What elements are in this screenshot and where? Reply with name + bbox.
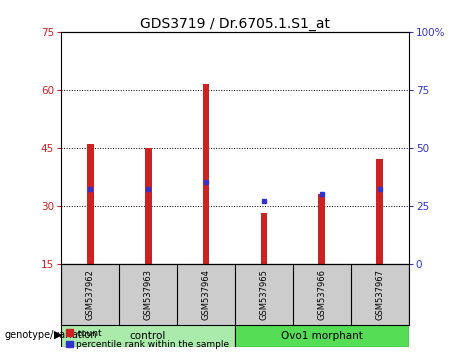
Text: control: control — [130, 331, 166, 341]
Legend: count, percentile rank within the sample: count, percentile rank within the sample — [66, 329, 229, 349]
Text: GSM537963: GSM537963 — [143, 269, 153, 320]
Bar — [376, 159, 384, 263]
Bar — [319, 194, 325, 263]
Text: GSM537962: GSM537962 — [86, 269, 94, 320]
Text: GSM537967: GSM537967 — [376, 269, 384, 320]
Text: Ovo1 morphant: Ovo1 morphant — [281, 331, 363, 341]
Bar — [61, 325, 235, 347]
Text: GSM537965: GSM537965 — [259, 269, 268, 320]
Bar — [235, 325, 409, 347]
Text: ▶: ▶ — [54, 330, 63, 339]
Title: GDS3719 / Dr.6705.1.S1_at: GDS3719 / Dr.6705.1.S1_at — [140, 17, 330, 31]
Bar — [86, 144, 94, 263]
Text: GSM537966: GSM537966 — [317, 269, 327, 320]
Bar — [145, 148, 151, 263]
Text: genotype/variation: genotype/variation — [5, 330, 97, 339]
Bar — [203, 84, 210, 263]
Text: GSM537964: GSM537964 — [202, 269, 211, 320]
Bar — [260, 213, 267, 263]
